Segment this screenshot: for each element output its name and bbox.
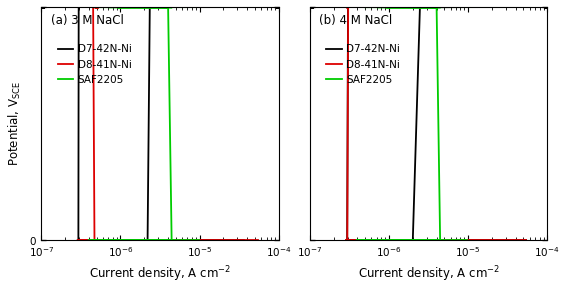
Text: (b) 4 M NaCl: (b) 4 M NaCl	[319, 14, 392, 27]
X-axis label: Current density, A cm$^{-2}$: Current density, A cm$^{-2}$	[89, 265, 231, 284]
Legend: D7-42N-Ni, D8-41N-Ni, SAF2205: D7-42N-Ni, D8-41N-Ni, SAF2205	[322, 40, 404, 89]
Y-axis label: Potential, V$_\mathrm{SCE}$: Potential, V$_\mathrm{SCE}$	[7, 81, 23, 166]
X-axis label: Current density, A cm$^{-2}$: Current density, A cm$^{-2}$	[358, 265, 500, 284]
Legend: D7-42N-Ni, D8-41N-Ni, SAF2205: D7-42N-Ni, D8-41N-Ni, SAF2205	[54, 40, 136, 89]
Text: (a) 3 M NaCl: (a) 3 M NaCl	[51, 14, 124, 27]
